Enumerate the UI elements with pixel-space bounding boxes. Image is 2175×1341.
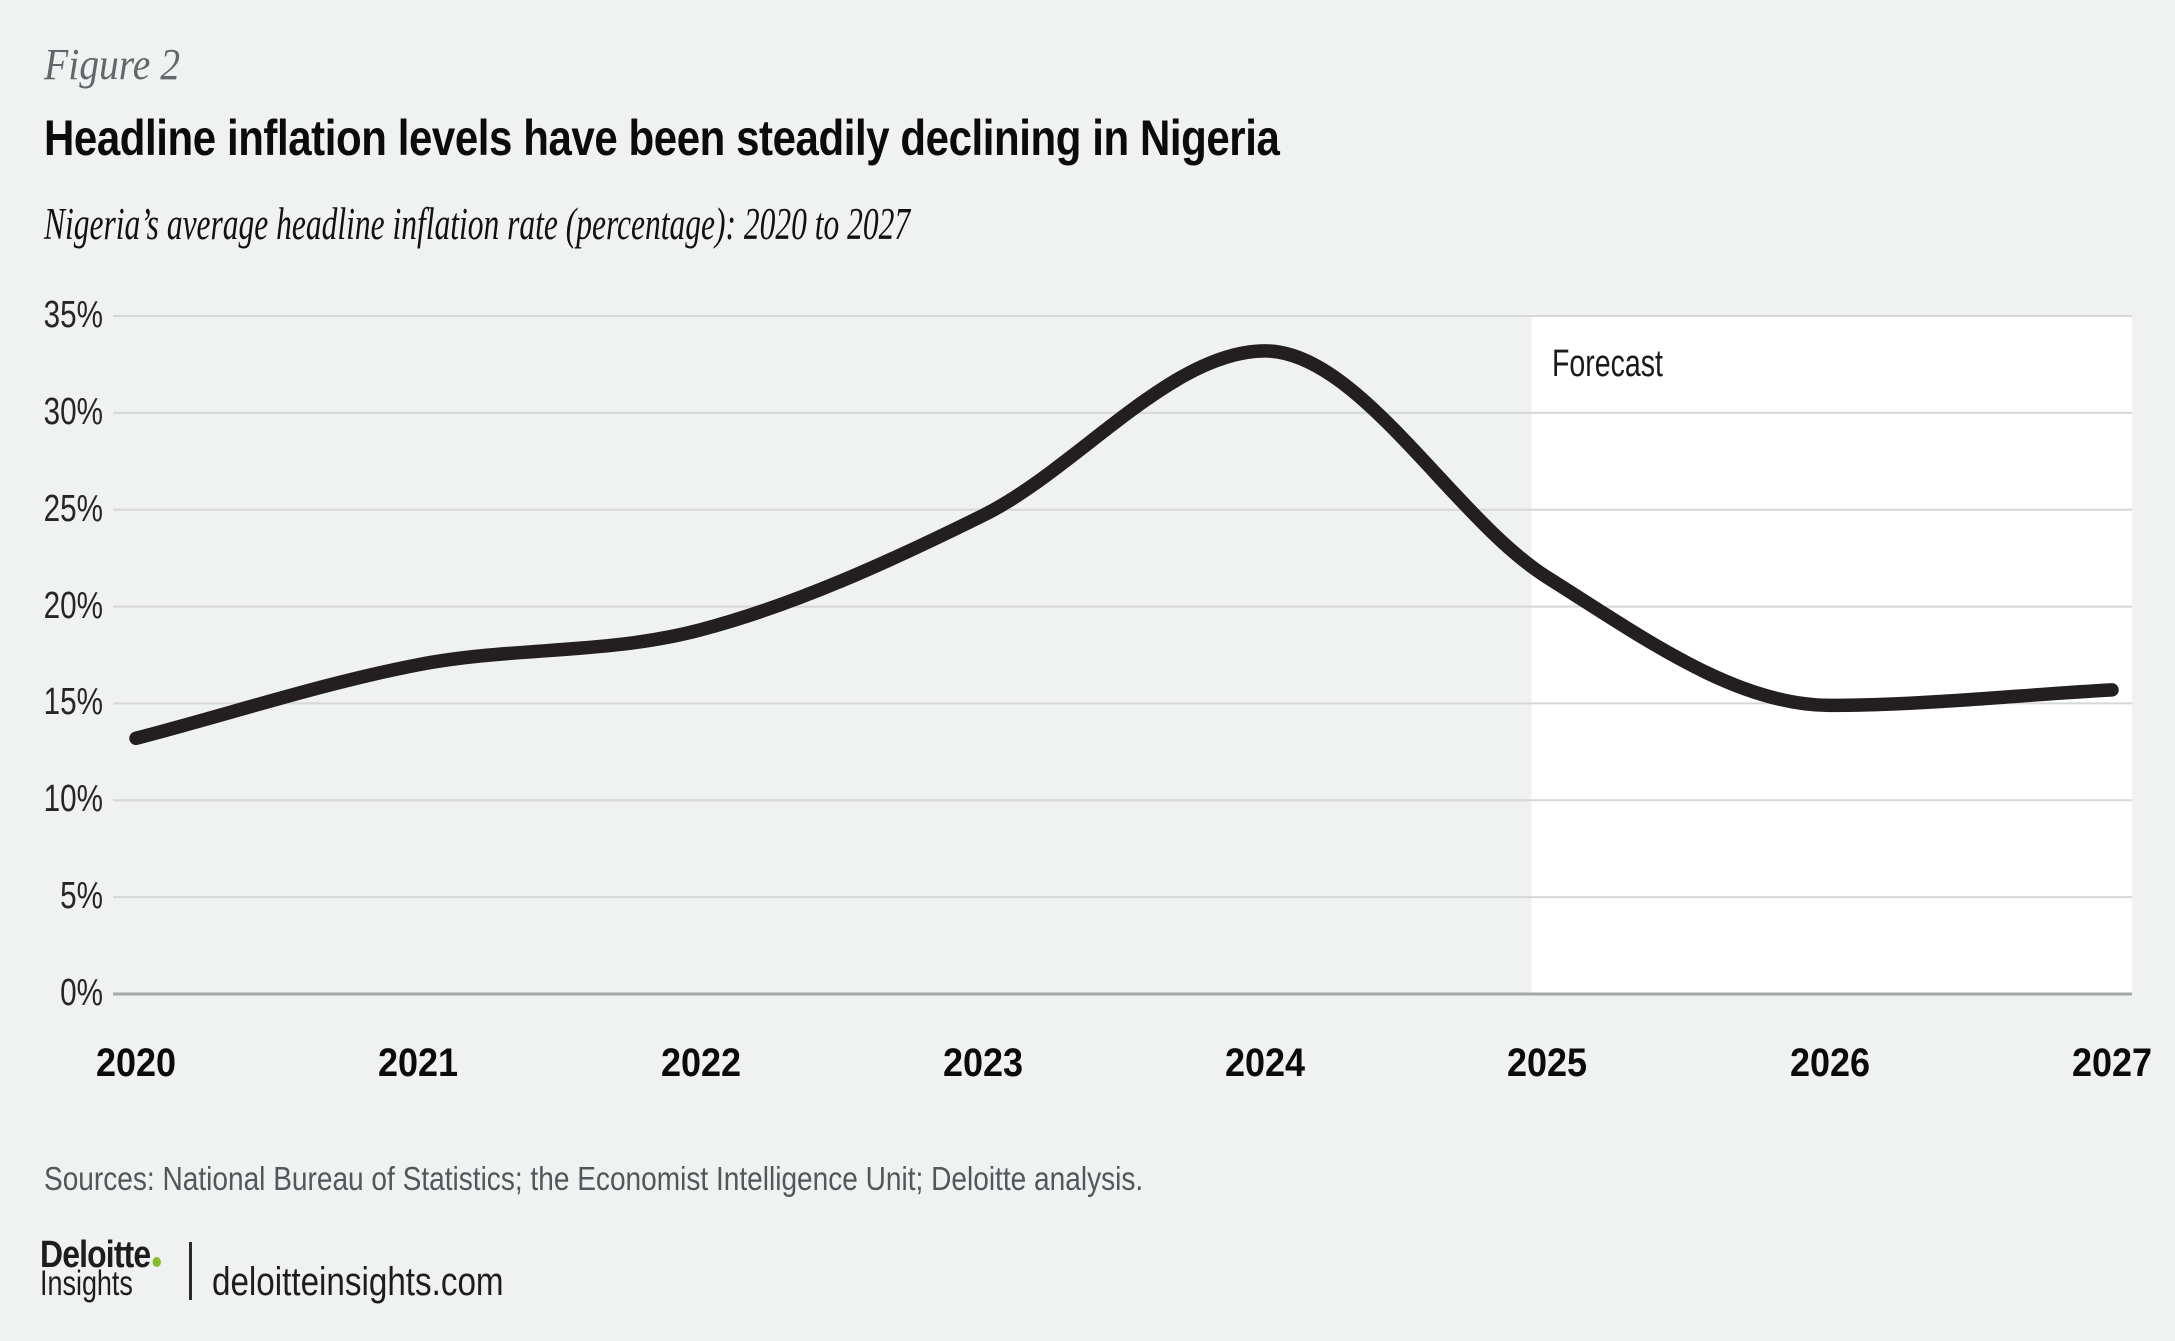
deloitte-green-dot-icon [152, 1257, 162, 1267]
y-axis-tick-label: 20% [43, 584, 103, 627]
x-axis-tick-label: 2026 [1789, 1041, 1870, 1085]
y-axis-tick-label: 35% [43, 294, 103, 336]
x-axis-tick-label: 2021 [378, 1041, 459, 1085]
site-link: deloitteinsights.com [212, 1260, 504, 1304]
logo-divider [189, 1242, 192, 1300]
x-axis-tick-label: 2020 [95, 1041, 177, 1085]
y-axis-tick-label: 0% [60, 972, 103, 1014]
x-axis-tick-label: 2027 [2071, 1041, 2153, 1085]
figure-label: Figure 2 [44, 40, 181, 89]
sources-note: Sources: National Bureau of Statistics; … [44, 1160, 1144, 1197]
y-axis-tick-label: 10% [43, 778, 103, 821]
brand-wordmark: Deloitte [40, 1234, 162, 1276]
x-axis-tick-label: 2025 [1507, 1041, 1588, 1085]
y-axis-tick-label: 30% [43, 390, 103, 433]
y-axis-tick-label: 15% [43, 681, 103, 724]
page-title: Headline inflation levels have been stea… [44, 110, 1280, 166]
y-axis-tick-label: 25% [43, 487, 103, 530]
x-axis-tick-label: 2022 [660, 1041, 741, 1085]
y-axis-tick-label: 5% [60, 875, 103, 918]
inflation-line [129, 344, 2119, 746]
forecast-region [1531, 316, 2132, 994]
brand-insights: Insights [40, 1264, 133, 1303]
forecast-label: Forecast [1552, 343, 1663, 385]
x-axis-tick-label: 2024 [1225, 1041, 1306, 1085]
brand-wordmark-text: Deloitte [40, 1234, 151, 1276]
x-axis-tick-label: 2023 [942, 1041, 1023, 1085]
chart-subtitle: Nigeria’s average headline inflation rat… [44, 199, 911, 249]
